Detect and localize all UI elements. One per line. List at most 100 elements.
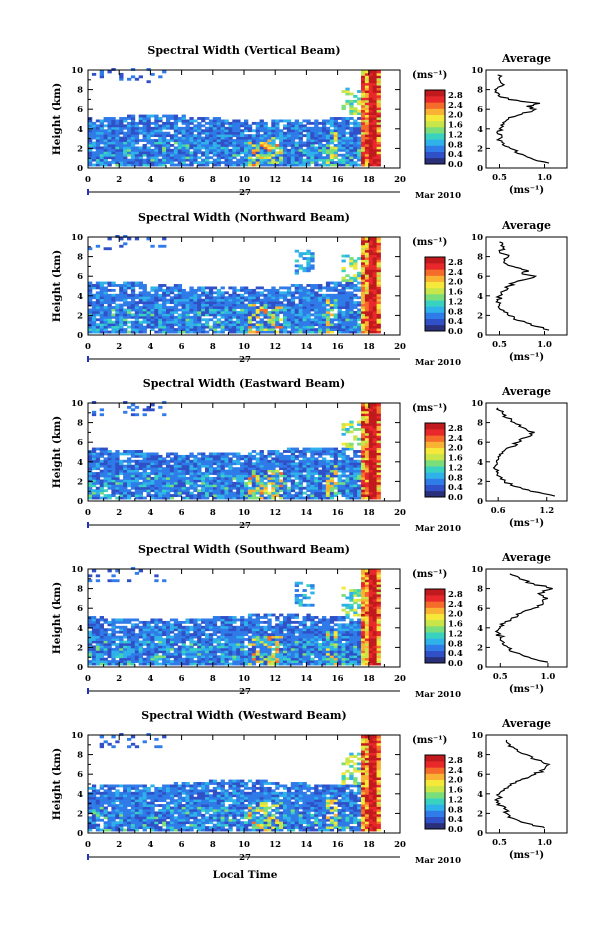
heatmap-cell — [290, 310, 296, 314]
heatmap-cell — [150, 494, 155, 497]
heatmap-cell — [130, 146, 136, 150]
heatmap-cell — [150, 141, 155, 145]
heatmap-cell — [263, 146, 268, 150]
heatmap-cell — [345, 146, 350, 150]
heatmap-cell — [169, 134, 175, 138]
heatmap-cell — [302, 153, 307, 157]
heatmap-cell — [115, 318, 120, 322]
heatmap-cell — [197, 464, 202, 468]
heatmap-cell — [154, 469, 159, 473]
heatmap-cell — [275, 151, 280, 155]
heatmap-cell — [142, 330, 147, 334]
heatmap-cell — [224, 476, 229, 480]
heatmap-cell — [364, 239, 370, 243]
heatmap-cell — [111, 457, 116, 461]
heatmap-cell — [290, 293, 296, 297]
heatmap-cell — [329, 117, 335, 120]
heatmap-cell — [142, 143, 147, 147]
heatmap-cell — [173, 121, 179, 125]
heatmap-cell — [95, 148, 101, 152]
heatmap-cell — [364, 313, 370, 317]
heatmap-cell — [279, 161, 284, 164]
heatmap-cell — [314, 479, 319, 483]
heatmap-cell — [177, 286, 182, 290]
heatmap-cell — [306, 310, 311, 314]
heatmap-cell — [154, 313, 159, 317]
heatmap-cell — [181, 131, 186, 135]
heatmap-cell — [329, 486, 335, 490]
heatmap-cell — [372, 156, 377, 160]
heatmap-cell — [341, 454, 346, 458]
heatmap-cell — [232, 296, 237, 300]
heatmap-cell — [279, 306, 284, 309]
heatmap-cell — [341, 141, 346, 145]
heatmap-cell — [251, 325, 257, 329]
heatmap-cell — [259, 121, 264, 125]
heatmap-cell — [302, 308, 307, 312]
heatmap-cell — [283, 134, 288, 138]
heatmap-cell — [372, 308, 377, 312]
heatmap-cell — [345, 462, 350, 466]
heatmap-cell — [240, 464, 245, 468]
heatmap-cell — [115, 655, 120, 659]
heatmap-cell — [224, 134, 229, 138]
heatmap-cell — [357, 325, 362, 329]
heatmap-cell — [99, 413, 104, 417]
heatmap-cell — [205, 323, 210, 327]
heatmap-cell — [95, 330, 101, 334]
heatmap-cell — [154, 486, 159, 490]
heatmap-cell — [325, 158, 331, 162]
heatmap-cell — [189, 310, 194, 314]
heatmap-cell — [115, 450, 120, 453]
heatmap-cell — [119, 288, 124, 292]
heatmap-cell — [368, 129, 374, 133]
heatmap-cell — [286, 286, 292, 290]
heatmap-cell — [271, 486, 276, 490]
heatmap-cell — [368, 237, 374, 241]
heatmap-cell — [361, 161, 366, 164]
heatmap-cell — [298, 328, 303, 331]
heatmap-cell — [212, 124, 218, 128]
heatmap-cell — [325, 141, 331, 145]
heatmap-cell — [158, 75, 163, 79]
heatmap-cell — [251, 489, 257, 493]
x-tick-label: 4 — [147, 175, 153, 185]
heatmap-cell — [361, 247, 366, 251]
heatmap-cell — [166, 158, 171, 162]
heatmap-cell — [271, 288, 276, 292]
heatmap-cell — [306, 320, 311, 324]
heatmap-cell — [290, 447, 296, 451]
heatmap-cell — [302, 479, 307, 483]
heatmap-cell — [251, 476, 257, 480]
heatmap-cell — [325, 491, 331, 495]
heatmap-cell — [368, 415, 374, 419]
heatmap-cell — [150, 121, 155, 125]
heatmap-cell — [103, 628, 108, 632]
x-tick-label: 8 — [210, 175, 216, 185]
heatmap-cell — [337, 450, 342, 453]
heatmap-cell — [127, 131, 132, 135]
heatmap-cell — [142, 313, 147, 317]
heatmap-cell — [325, 143, 331, 147]
heatmap-cell — [185, 148, 190, 152]
heatmap-cell — [181, 151, 186, 155]
heatmap-cell — [322, 486, 327, 490]
heatmap-cell — [275, 459, 280, 463]
heatmap-cell — [341, 163, 346, 167]
heatmap-cell — [244, 320, 249, 324]
heatmap-cell — [325, 330, 331, 334]
heatmap-cell — [325, 452, 331, 456]
heatmap-cell — [314, 151, 319, 155]
heatmap-cell — [333, 121, 338, 125]
heatmap-cell — [251, 491, 257, 495]
heatmap-cell — [290, 469, 296, 473]
heatmap-cell — [177, 141, 182, 145]
heatmap-cell — [193, 459, 198, 463]
heatmap-cell — [267, 303, 272, 307]
heatmap-cell — [220, 474, 225, 478]
heatmap-cell — [357, 163, 362, 167]
heatmap-cell — [95, 476, 101, 480]
heatmap-cell — [205, 291, 210, 295]
heatmap-cell — [259, 464, 264, 468]
heatmap-cell — [364, 454, 370, 458]
